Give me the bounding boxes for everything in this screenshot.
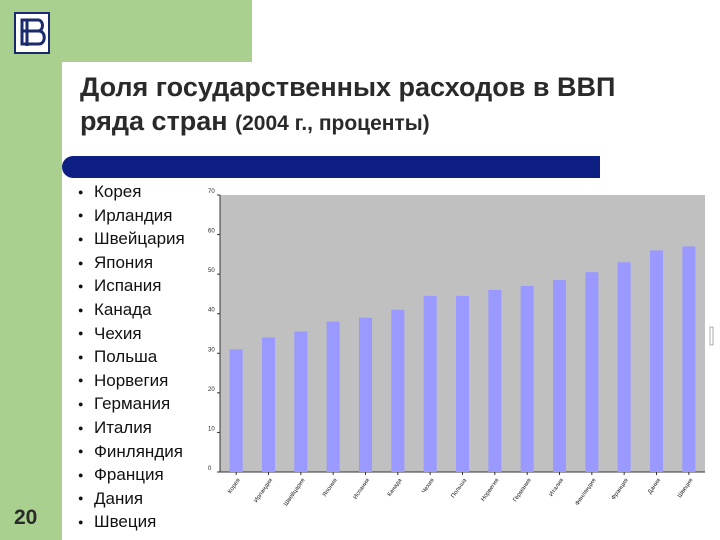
bullet-icon: ● bbox=[78, 281, 84, 292]
x-tick-label: Чехия bbox=[421, 478, 436, 495]
list-item: ● Франция bbox=[78, 463, 185, 487]
list-item-label: Швеция bbox=[94, 512, 157, 532]
bullet-icon: ● bbox=[78, 233, 84, 244]
list-item-label: Корея bbox=[94, 182, 142, 201]
y-tick-label: 20 bbox=[208, 387, 215, 393]
title-subtitle: (2004 г., проценты) bbox=[235, 112, 430, 135]
x-tick-label: Финляндия bbox=[575, 478, 598, 507]
bar bbox=[456, 295, 469, 472]
list-item: ● Дания bbox=[78, 487, 185, 511]
bullet-icon: ● bbox=[78, 469, 84, 480]
bar bbox=[585, 272, 599, 472]
y-tick-label: 70 bbox=[208, 189, 215, 195]
bar bbox=[520, 286, 534, 472]
list-item: ● Италия bbox=[78, 416, 185, 440]
list-item: ● Швеция bbox=[78, 510, 185, 534]
list-item: ● Германия bbox=[78, 392, 185, 416]
bar bbox=[617, 262, 631, 472]
list-item-label: Чехия bbox=[94, 323, 142, 343]
x-tick-label: Дания bbox=[647, 478, 662, 496]
x-tick-label: Польша bbox=[450, 477, 468, 499]
x-tick-label: Корея bbox=[227, 478, 242, 495]
bullet-icon: ● bbox=[78, 210, 84, 221]
title-main: Доля государственных расходов в ВВП ряда… bbox=[80, 72, 616, 136]
x-tick-label: Испания bbox=[353, 478, 372, 501]
list-item-label: Польша bbox=[94, 347, 158, 367]
list-item: ● Корея bbox=[78, 180, 185, 204]
bullet-icon: ● bbox=[78, 493, 84, 504]
list-item-label: Япония bbox=[94, 252, 154, 272]
list-item: ● Норвегия bbox=[78, 369, 185, 393]
x-tick-label: Ирландия bbox=[253, 478, 274, 504]
list-item-label: Финляндия bbox=[94, 441, 183, 461]
list-item-label: Франция bbox=[94, 465, 164, 485]
list-item-label: Дания bbox=[94, 488, 144, 508]
bullet-icon: ● bbox=[78, 446, 84, 457]
bullet-icon: ● bbox=[78, 422, 84, 433]
bar bbox=[229, 349, 243, 472]
list-item: ● Канада bbox=[78, 298, 185, 322]
y-tick-label: 40 bbox=[208, 308, 215, 314]
bullet-icon: ● bbox=[78, 304, 84, 315]
list-item-label: Испания bbox=[94, 276, 162, 296]
list-item: ● Япония bbox=[78, 251, 185, 275]
list-item-label: Канада bbox=[94, 299, 152, 319]
x-tick-label: Италия bbox=[549, 478, 566, 498]
list-item: ● Испания bbox=[78, 274, 185, 298]
university-logo-icon bbox=[14, 12, 50, 54]
legend-stub bbox=[709, 326, 714, 346]
y-tick-label: 60 bbox=[208, 229, 215, 235]
page-number: 20 bbox=[14, 506, 38, 529]
bar bbox=[553, 280, 566, 472]
list-item: ● Чехия bbox=[78, 322, 185, 346]
list-item: ● Польша bbox=[78, 345, 185, 369]
list-item-label: Норвегия bbox=[94, 370, 169, 390]
y-tick-label: 30 bbox=[208, 347, 215, 353]
list-item: ● Швейцария bbox=[78, 227, 185, 251]
bar bbox=[294, 331, 308, 472]
list-item-label: Германия bbox=[94, 394, 171, 414]
bullet-icon: ● bbox=[78, 351, 84, 362]
bullet-icon: ● bbox=[78, 375, 84, 386]
bar bbox=[359, 317, 372, 472]
x-tick-label: Франция bbox=[611, 478, 630, 502]
x-tick-label: Германия bbox=[512, 478, 532, 503]
slide-title: Доля государственных расходов в ВВП ряда… bbox=[80, 70, 680, 141]
y-tick-label: 0 bbox=[208, 466, 212, 472]
bullet-icon: ● bbox=[78, 517, 84, 528]
title-rule bbox=[62, 156, 600, 178]
list-item-label: Ирландия bbox=[94, 205, 173, 225]
bar bbox=[326, 321, 340, 472]
x-tick-label: Швейцария bbox=[282, 477, 306, 507]
y-tick-label: 10 bbox=[208, 426, 215, 432]
bar-chart: 0 10 20 30 40 50 60 70 Корея Ирландия Швейцария Япо… bbox=[208, 189, 714, 507]
y-tick-label: 50 bbox=[208, 268, 215, 274]
x-tick-label: Канада bbox=[387, 477, 404, 498]
bullet-icon: ● bbox=[78, 328, 84, 339]
bar bbox=[488, 289, 502, 472]
country-list: ● Корея ● Ирландия ● Швейцария ● Япония ● Испания… bbox=[78, 180, 185, 534]
x-tick-label: Швеция bbox=[677, 478, 695, 499]
bullet-icon: ● bbox=[78, 186, 84, 197]
list-item: ● Финляндия bbox=[78, 440, 185, 464]
list-item: ● Ирландия bbox=[78, 204, 185, 228]
bar bbox=[682, 246, 696, 472]
bar bbox=[391, 309, 405, 472]
bar bbox=[423, 295, 437, 472]
list-item-label: Швейцария bbox=[94, 229, 185, 249]
list-item-label: Италия bbox=[94, 417, 152, 437]
x-tick-label: Норвегия bbox=[480, 478, 500, 503]
left-green-strip bbox=[0, 62, 62, 540]
bullet-icon: ● bbox=[78, 399, 84, 410]
bar bbox=[650, 250, 663, 472]
x-tick-label: Япония bbox=[322, 478, 339, 499]
bullet-icon: ● bbox=[78, 257, 84, 268]
bar bbox=[262, 337, 275, 472]
